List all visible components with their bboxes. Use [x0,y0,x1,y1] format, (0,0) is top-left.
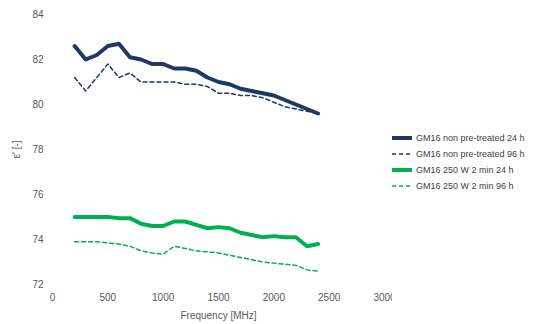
svg-text:82: 82 [32,54,44,65]
html-text:GM16 non pre-treated 96 h: GM16 non pre-treated 96 h [416,149,525,159]
html-text:GM16 250 W 2 min 96 h: GM16 250 W 2 min 96 h [416,181,514,191]
svg-text:2500: 2500 [318,292,341,303]
svg-text:80: 80 [32,99,44,110]
svg-text:74: 74 [32,234,44,245]
svg-text:1500: 1500 [207,292,230,303]
svg-text:3000: 3000 [373,292,392,303]
svg-text:ε' [-]: ε' [-] [11,140,22,158]
svg-text:72: 72 [32,279,44,290]
html-text:GM16 non pre-treated 24 h: GM16 non pre-treated 24 h [416,133,525,143]
svg-text:76: 76 [32,189,44,200]
svg-text:500: 500 [99,292,116,303]
svg-text:2000: 2000 [263,292,286,303]
svg-text:84: 84 [32,9,44,20]
svg-text:Frequency [MHz]: Frequency [MHz] [180,310,256,321]
html-text:GM16 250 W 2 min 24 h: GM16 250 W 2 min 24 h [416,165,514,175]
svg-text:1000: 1000 [152,292,175,303]
svg-text:78: 78 [32,144,44,155]
svg-text:0: 0 [50,292,56,303]
